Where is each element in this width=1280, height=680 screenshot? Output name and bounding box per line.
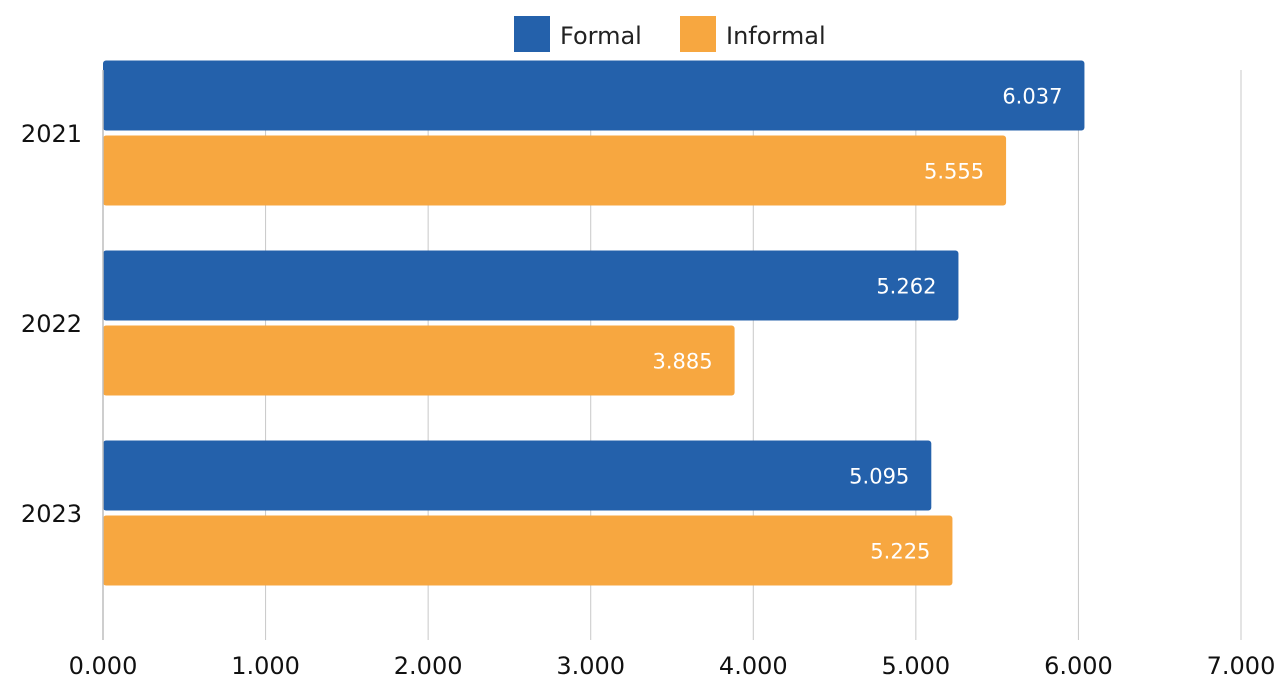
data-label: 5.225 [870, 540, 930, 564]
x-tick-label: 0.000 [69, 652, 138, 680]
data-labels: 6.037 5.555 5.262 3.885 5.095 5.225 [652, 85, 1062, 564]
data-label: 6.037 [1002, 85, 1062, 109]
y-tick-label: 2021 [21, 120, 82, 148]
bar-informal-2023 [103, 515, 953, 586]
data-label: 5.555 [924, 160, 984, 184]
legend-swatch [514, 16, 550, 52]
bar-formal-2023 [103, 440, 932, 511]
legend-swatch [680, 16, 716, 52]
data-label: 5.262 [876, 275, 936, 299]
x-tick-label: 6.000 [1044, 652, 1113, 680]
x-tick-label: 1.000 [231, 652, 300, 680]
bar-informal-2021 [103, 135, 1007, 206]
x-tick-label: 5.000 [881, 652, 950, 680]
x-axis: 0.000 1.000 2.000 3.000 4.000 5.000 6.000 7.000 [69, 652, 1276, 680]
x-tick-label: 7.000 [1207, 652, 1276, 680]
x-tick-label: 4.000 [719, 652, 788, 680]
bars [103, 60, 1085, 586]
bar-informal-2022 [103, 325, 735, 396]
y-tick-label: 2023 [21, 500, 82, 528]
bar-formal-2021 [103, 60, 1085, 131]
legend-label: Informal [726, 22, 826, 50]
data-label: 5.095 [849, 465, 909, 489]
legend-label: Formal [560, 22, 642, 50]
bar-formal-2022 [103, 250, 959, 321]
legend: Formal Informal [514, 16, 826, 52]
x-tick-label: 2.000 [394, 652, 463, 680]
data-label: 3.885 [652, 350, 712, 374]
y-tick-label: 2022 [21, 310, 82, 338]
y-axis: 2021 2022 2023 [21, 70, 104, 640]
x-tick-label: 3.000 [556, 652, 625, 680]
